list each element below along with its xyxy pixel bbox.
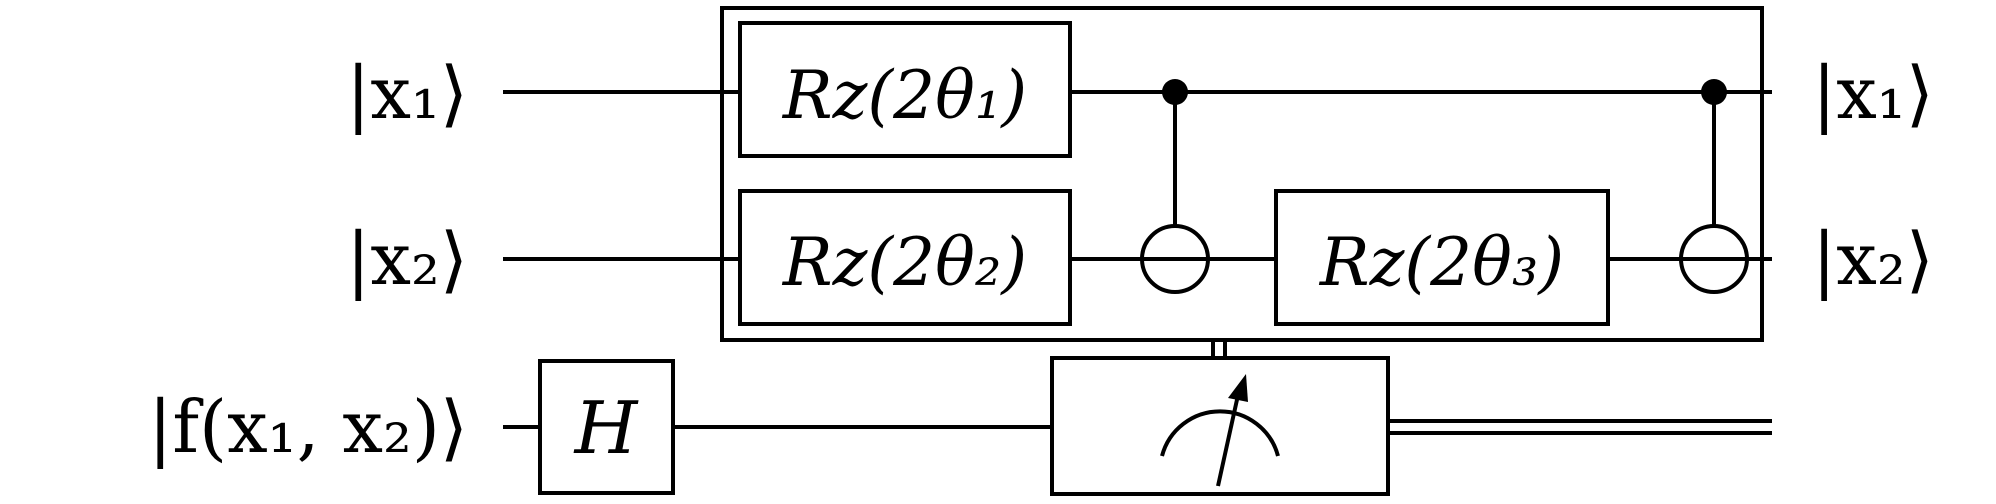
- classical-wire: [1388, 419, 1772, 435]
- output-label-x1: |x₁⟩: [1812, 51, 1934, 135]
- rz-gate-1: Rz(2θ₁): [738, 21, 1072, 158]
- input-label-f: |f(x₁, x₂)⟩: [148, 385, 468, 469]
- rz-gate-3: Rz(2θ₃): [1274, 189, 1610, 326]
- output-label-x2: |x₂⟩: [1812, 217, 1934, 301]
- hadamard-gate: H: [538, 359, 675, 495]
- input-label-x1: |x₁⟩: [346, 51, 468, 135]
- control-dot-icon: [1701, 79, 1727, 105]
- rz-gate-2: Rz(2θ₂): [738, 189, 1072, 326]
- svg-text:H: H: [573, 386, 639, 470]
- svg-text:Rz(2θ₃): Rz(2θ₃): [1319, 224, 1564, 301]
- controlled-block-frame: [720, 6, 1764, 342]
- control-dot-icon: [1162, 79, 1188, 105]
- svg-text:Rz(2θ₁): Rz(2θ₁): [782, 57, 1027, 134]
- cnot-1: [1140, 79, 1210, 294]
- svg-text:Rz(2θ₂): Rz(2θ₂): [782, 224, 1027, 301]
- cnot-2: [1679, 79, 1749, 294]
- input-label-x2: |x₂⟩: [346, 217, 468, 301]
- measurement-meter-icon: [1050, 356, 1390, 496]
